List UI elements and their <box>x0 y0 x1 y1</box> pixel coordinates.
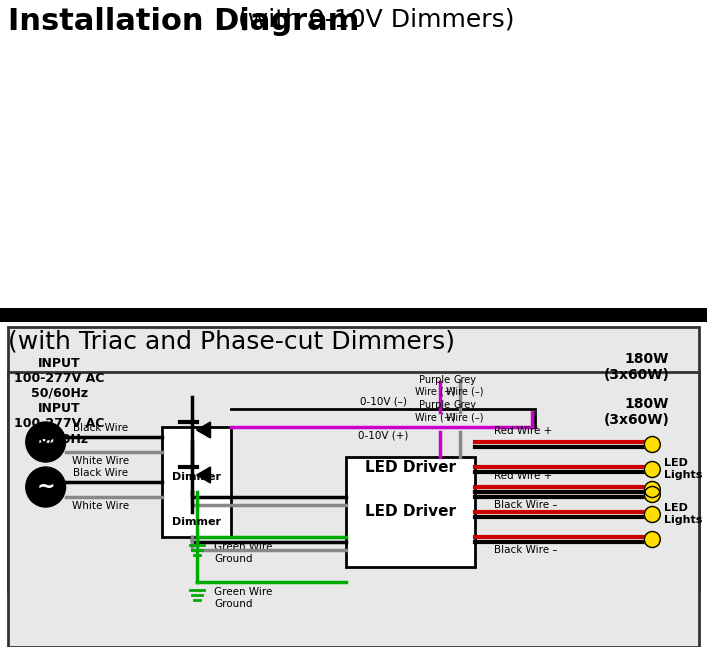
Circle shape <box>644 487 660 503</box>
Text: 180W
(3x60W): 180W (3x60W) <box>603 352 669 382</box>
FancyBboxPatch shape <box>345 457 475 567</box>
Text: LED Driver: LED Driver <box>365 459 456 474</box>
Text: Black Wire: Black Wire <box>73 468 128 478</box>
Text: INPUT
100-277V AC
50/60Hz: INPUT 100-277V AC 50/60Hz <box>14 357 105 400</box>
Text: 180W
(3x60W): 180W (3x60W) <box>603 397 669 427</box>
Text: Dimmer: Dimmer <box>172 517 221 527</box>
Text: Purple
Wire (+): Purple Wire (+) <box>414 400 455 422</box>
Text: White Wire: White Wire <box>72 501 129 511</box>
Text: Installation Diagram: Installation Diagram <box>8 7 360 36</box>
Text: LED
Lights: LED Lights <box>664 458 703 480</box>
Text: LED Driver: LED Driver <box>365 505 456 520</box>
Polygon shape <box>197 422 211 438</box>
Text: Purple
Wire (+): Purple Wire (+) <box>414 375 455 397</box>
Circle shape <box>644 531 660 547</box>
Circle shape <box>644 437 660 452</box>
Text: (with Triac and Phase-cut Dimmers): (with Triac and Phase-cut Dimmers) <box>8 329 455 353</box>
Circle shape <box>644 507 660 523</box>
Circle shape <box>26 422 66 462</box>
Text: (with 0-10V Dimmers): (with 0-10V Dimmers) <box>231 7 515 31</box>
Text: LED
Lights: LED Lights <box>664 503 703 525</box>
Text: Black Wire –: Black Wire – <box>494 545 558 555</box>
Text: Green Wire
Ground: Green Wire Ground <box>214 587 273 609</box>
FancyBboxPatch shape <box>8 372 699 647</box>
Text: Red Wire +: Red Wire + <box>494 426 553 436</box>
Text: ~: ~ <box>36 432 55 452</box>
Text: INPUT
100-277V AC
50/60Hz: INPUT 100-277V AC 50/60Hz <box>14 402 105 445</box>
FancyBboxPatch shape <box>162 382 231 492</box>
Text: White Wire: White Wire <box>72 456 129 466</box>
Circle shape <box>26 467 66 507</box>
FancyBboxPatch shape <box>345 412 475 522</box>
Text: Dimmer: Dimmer <box>172 472 221 482</box>
Circle shape <box>644 481 660 498</box>
Text: Black Wire: Black Wire <box>73 423 128 433</box>
Text: Grey
Wire (–): Grey Wire (–) <box>446 375 483 397</box>
Polygon shape <box>197 467 211 483</box>
Bar <box>0 308 707 322</box>
Text: Green Wire
Ground: Green Wire Ground <box>214 542 273 564</box>
Text: Red Wire +: Red Wire + <box>494 471 553 481</box>
Text: Black Wire –: Black Wire – <box>494 500 558 510</box>
Text: 0-10V (–): 0-10V (–) <box>360 396 407 406</box>
Text: 0-10V (+): 0-10V (+) <box>358 430 409 440</box>
FancyBboxPatch shape <box>162 427 231 537</box>
Text: Grey
Wire (–): Grey Wire (–) <box>446 400 483 422</box>
FancyBboxPatch shape <box>8 327 699 592</box>
Text: ~: ~ <box>36 477 55 497</box>
Circle shape <box>644 461 660 477</box>
